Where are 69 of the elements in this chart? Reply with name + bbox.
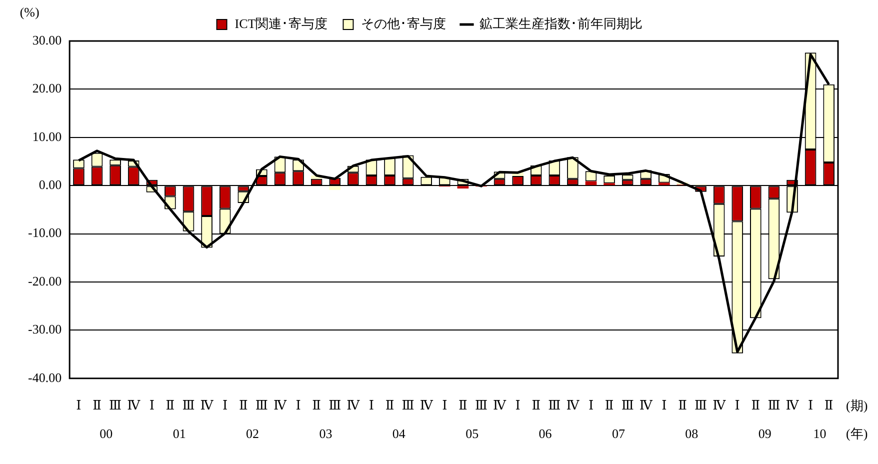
- y-tick-label: -20.00: [28, 273, 62, 288]
- legend-label: 鉱工業生産指数･前年同期比: [480, 16, 643, 31]
- text: 05: [466, 426, 479, 441]
- bar: [329, 186, 341, 190]
- x-tick-label: Ⅳ: [273, 398, 288, 413]
- y-tick-label: 30.00: [32, 32, 62, 48]
- x-tick-label: Ⅰ: [588, 398, 594, 413]
- x-tick-label: Ⅰ: [296, 398, 301, 413]
- x-tick-label: Ⅳ: [712, 398, 727, 413]
- text: 01: [172, 426, 186, 441]
- x-tick-label: Ⅳ: [200, 398, 214, 413]
- x-tick-label: Ⅲ: [182, 398, 195, 413]
- x-tick-label: Ⅳ: [420, 398, 434, 413]
- x-tick-label: Ⅲ: [621, 398, 634, 413]
- x-tick-label: Ⅰ: [808, 398, 814, 413]
- x-tick-label: Ⅳ: [639, 398, 654, 413]
- text: (年): [846, 426, 868, 441]
- text: 10: [813, 426, 826, 441]
- text: 09: [758, 426, 772, 441]
- x-tick-label: Ⅱ: [604, 398, 614, 413]
- x-tick-label: Ⅲ: [548, 398, 561, 413]
- x-tick-label: Ⅰ: [149, 398, 154, 413]
- text: 00: [100, 426, 113, 441]
- text: 03: [319, 426, 332, 441]
- x-tick-label: Ⅱ: [385, 398, 394, 413]
- y-tick-label: -40.00: [28, 370, 62, 385]
- x-tick-label: Ⅳ: [346, 398, 361, 413]
- x-tick-label: Ⅲ: [694, 398, 708, 413]
- text: 04: [392, 426, 406, 441]
- x-tick-label: Ⅱ: [312, 398, 322, 413]
- text: 07: [612, 426, 626, 441]
- x-tick-label: Ⅱ: [166, 398, 175, 413]
- legend-label: その他･寄与度: [361, 16, 446, 31]
- y-tick-label: 10.00: [32, 128, 62, 144]
- bar: [658, 182, 670, 186]
- y-axis-title: (%): [20, 4, 40, 20]
- x-tick-label: Ⅱ: [824, 398, 834, 413]
- x-tick-label: Ⅳ: [786, 398, 800, 413]
- y-tick-label: 20.00: [32, 80, 62, 96]
- x-tick-label: Ⅲ: [255, 398, 268, 413]
- x-tick-label: Ⅰ: [442, 398, 448, 413]
- x-tick-label: Ⅰ: [734, 398, 740, 413]
- y-tick-label: -10.00: [28, 225, 62, 240]
- x-tick-label: Ⅱ: [238, 398, 248, 413]
- legend-label: ICT関連･寄与度: [234, 16, 328, 31]
- x-tick-label: Ⅳ: [127, 398, 142, 413]
- x-tick-label: Ⅰ: [222, 398, 228, 413]
- x-tick-label: Ⅳ: [566, 398, 580, 413]
- y-tick-label: 0.00: [38, 177, 62, 192]
- text: 02: [246, 426, 260, 441]
- x-tick-label: Ⅲ: [402, 398, 414, 413]
- x-axis-title: (期): [846, 398, 868, 413]
- x-tick-label: Ⅱ: [458, 398, 468, 413]
- text: 06: [538, 426, 552, 441]
- text: 08: [685, 426, 698, 441]
- x-tick-label: Ⅱ: [92, 398, 102, 413]
- x-tick-label: Ⅰ: [662, 398, 667, 413]
- y-tick-label: -30.00: [28, 322, 62, 337]
- x-tick-label: Ⅱ: [678, 398, 688, 413]
- x-tick-label: Ⅰ: [515, 398, 520, 413]
- x-tick-label: Ⅲ: [768, 398, 780, 413]
- x-tick-label: Ⅲ: [328, 398, 342, 413]
- x-tick-label: Ⅲ: [474, 398, 488, 413]
- x-tick-label: Ⅰ: [368, 398, 374, 413]
- x-tick-label: Ⅱ: [532, 398, 541, 413]
- x-tick-label: Ⅳ: [493, 398, 508, 413]
- x-tick-label: Ⅱ: [751, 398, 760, 413]
- x-tick-label: Ⅰ: [76, 398, 82, 413]
- x-tick-label: Ⅲ: [109, 398, 122, 413]
